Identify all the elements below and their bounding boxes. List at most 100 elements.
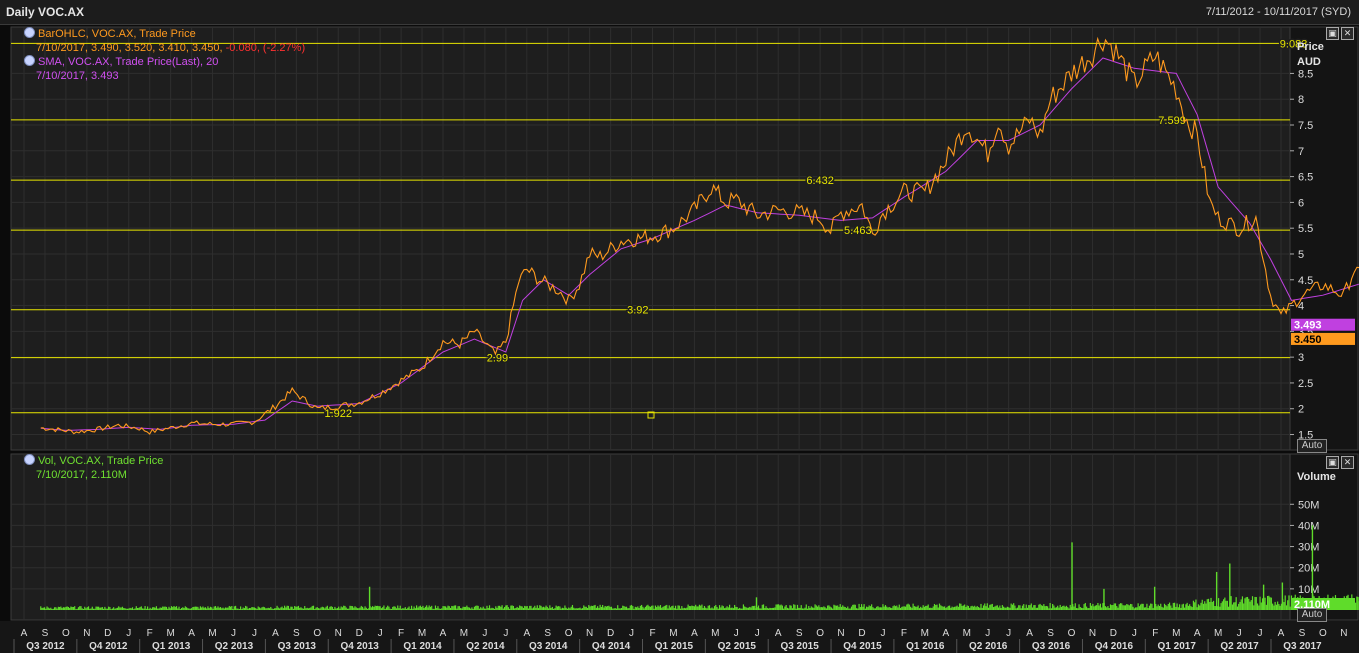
price-tick-label: 2 — [1298, 404, 1304, 416]
month-label: S — [544, 628, 551, 639]
month-label: D — [356, 628, 363, 639]
last-value-tag — [1291, 332, 1355, 345]
price-tick-label: 8 — [1298, 94, 1304, 106]
quarter-label: Q2 2017 — [1220, 641, 1259, 652]
price-panel[interactable]: 1.522.533.544.555.566.577.588.51.9222.99… — [10, 26, 1359, 451]
crosshair-marker — [647, 411, 655, 419]
month-label: M — [1172, 628, 1180, 639]
volume-tick-label: 30M — [1298, 542, 1319, 554]
last-volume-tag — [1291, 598, 1355, 610]
volume-axis-area — [1289, 453, 1359, 621]
level-label: 5.463 — [844, 225, 872, 237]
date-range[interactable]: 7/11/2012 - 10/11/2017 (SYD) — [1205, 6, 1351, 18]
month-label: A — [691, 628, 698, 639]
month-label: M — [208, 628, 216, 639]
quarter-label: Q3 2016 — [1032, 641, 1071, 652]
quarter-label: Q4 2013 — [340, 641, 379, 652]
volume-legend[interactable]: Vol, VOC.AX, Trade Price 7/10/2017, 2.11… — [24, 454, 163, 482]
month-label: J — [1132, 628, 1137, 639]
close-icon[interactable]: ✕ — [1341, 27, 1354, 40]
sma-line — [40, 57, 1359, 431]
quarter-label: Q4 2012 — [89, 641, 128, 652]
price-tick-label: 5.5 — [1298, 223, 1313, 235]
vol-legend-values: 7/10/2017, 2.110M — [36, 469, 127, 481]
month-label: S — [42, 628, 49, 639]
restore-icon[interactable]: ▣ — [1326, 456, 1339, 469]
month-label: F — [649, 628, 655, 639]
month-label: N — [1340, 628, 1347, 639]
quarter-label: Q3 2015 — [780, 641, 819, 652]
month-label: S — [1047, 628, 1054, 639]
price-auto-button[interactable]: Auto — [1297, 439, 1327, 453]
quarter-label: Q1 2014 — [403, 641, 442, 652]
last-value-label: 3.493 — [1294, 320, 1322, 332]
month-label: N — [335, 628, 342, 639]
legend-bullet-icon[interactable] — [24, 27, 35, 38]
month-label: F — [901, 628, 907, 639]
month-label: M — [1214, 628, 1222, 639]
level-label: 1.922 — [324, 408, 352, 420]
month-label: N — [83, 628, 90, 639]
month-label: O — [1319, 628, 1327, 639]
level-label: 3.92 — [627, 305, 648, 317]
window-title: Daily VOC.AX — [6, 5, 85, 19]
bar-legend-change: -0.080, (-2.27%) — [225, 42, 306, 54]
price-tick-label: 6.5 — [1298, 172, 1313, 184]
month-label: A — [1194, 628, 1201, 639]
bar-legend-label: BarOHLC, VOC.AX, Trade Price — [38, 28, 196, 40]
price-legend[interactable]: BarOHLC, VOC.AX, Trade Price 7/10/2017, … — [24, 27, 305, 83]
price-tick-label: 4 — [1298, 301, 1304, 313]
price-axis-unit: AUD — [1297, 56, 1321, 68]
quarter-label: Q3 2017 — [1283, 641, 1322, 652]
volume-axis-title: Volume — [1297, 471, 1336, 483]
month-label: J — [880, 628, 885, 639]
volume-plot-area — [10, 453, 1291, 621]
price-tick-label: 2.5 — [1298, 378, 1313, 390]
sma-legend-values: 7/10/2017, 3.493 — [36, 70, 119, 82]
month-label: N — [837, 628, 844, 639]
month-label: A — [523, 628, 530, 639]
month-label: D — [858, 628, 865, 639]
legend-bullet-icon[interactable] — [24, 55, 35, 66]
price-tick-label: 7 — [1298, 146, 1304, 158]
volume-tick-label: 50M — [1298, 499, 1319, 511]
month-label: N — [1089, 628, 1096, 639]
level-label: 6.432 — [806, 175, 834, 187]
month-label: O — [565, 628, 573, 639]
month-label: D — [1110, 628, 1117, 639]
month-label: J — [252, 628, 257, 639]
month-label: A — [272, 628, 279, 639]
price-tick-label: 6 — [1298, 197, 1304, 209]
month-label: A — [942, 628, 949, 639]
month-label: J — [503, 628, 508, 639]
legend-bullet-icon[interactable] — [24, 454, 35, 465]
quarter-label: Q2 2016 — [969, 641, 1008, 652]
quarter-label: Q3 2013 — [278, 641, 317, 652]
month-label: J — [985, 628, 990, 639]
price-tick-label: 4.5 — [1298, 275, 1313, 287]
month-label: J — [1258, 628, 1263, 639]
month-label: M — [711, 628, 719, 639]
month-label: M — [166, 628, 174, 639]
month-label: M — [418, 628, 426, 639]
quarter-label: Q3 2012 — [26, 641, 65, 652]
price-tick-label: 7.5 — [1298, 120, 1313, 132]
volume-tick-label: 10M — [1298, 584, 1319, 596]
month-label: O — [1068, 628, 1076, 639]
close-icon[interactable]: ✕ — [1341, 456, 1354, 469]
sma-legend-label: SMA, VOC.AX, Trade Price(Last), 20 — [38, 56, 219, 68]
bar-legend-values: 7/10/2017, 3.490, 3.520, 3.410, 3.450, — [36, 42, 223, 54]
restore-icon[interactable]: ▣ — [1326, 27, 1339, 40]
month-label: J — [734, 628, 739, 639]
month-label: O — [62, 628, 70, 639]
volume-tick-label: 40M — [1298, 520, 1319, 532]
price-tick-label: 3 — [1298, 352, 1304, 364]
volume-auto-button[interactable]: Auto — [1297, 608, 1327, 622]
month-label: D — [607, 628, 614, 639]
quarter-label: Q1 2017 — [1158, 641, 1197, 652]
month-label: J — [482, 628, 487, 639]
month-label: O — [816, 628, 824, 639]
quarter-label: Q2 2015 — [718, 641, 757, 652]
quarter-label: Q4 2014 — [592, 641, 631, 652]
